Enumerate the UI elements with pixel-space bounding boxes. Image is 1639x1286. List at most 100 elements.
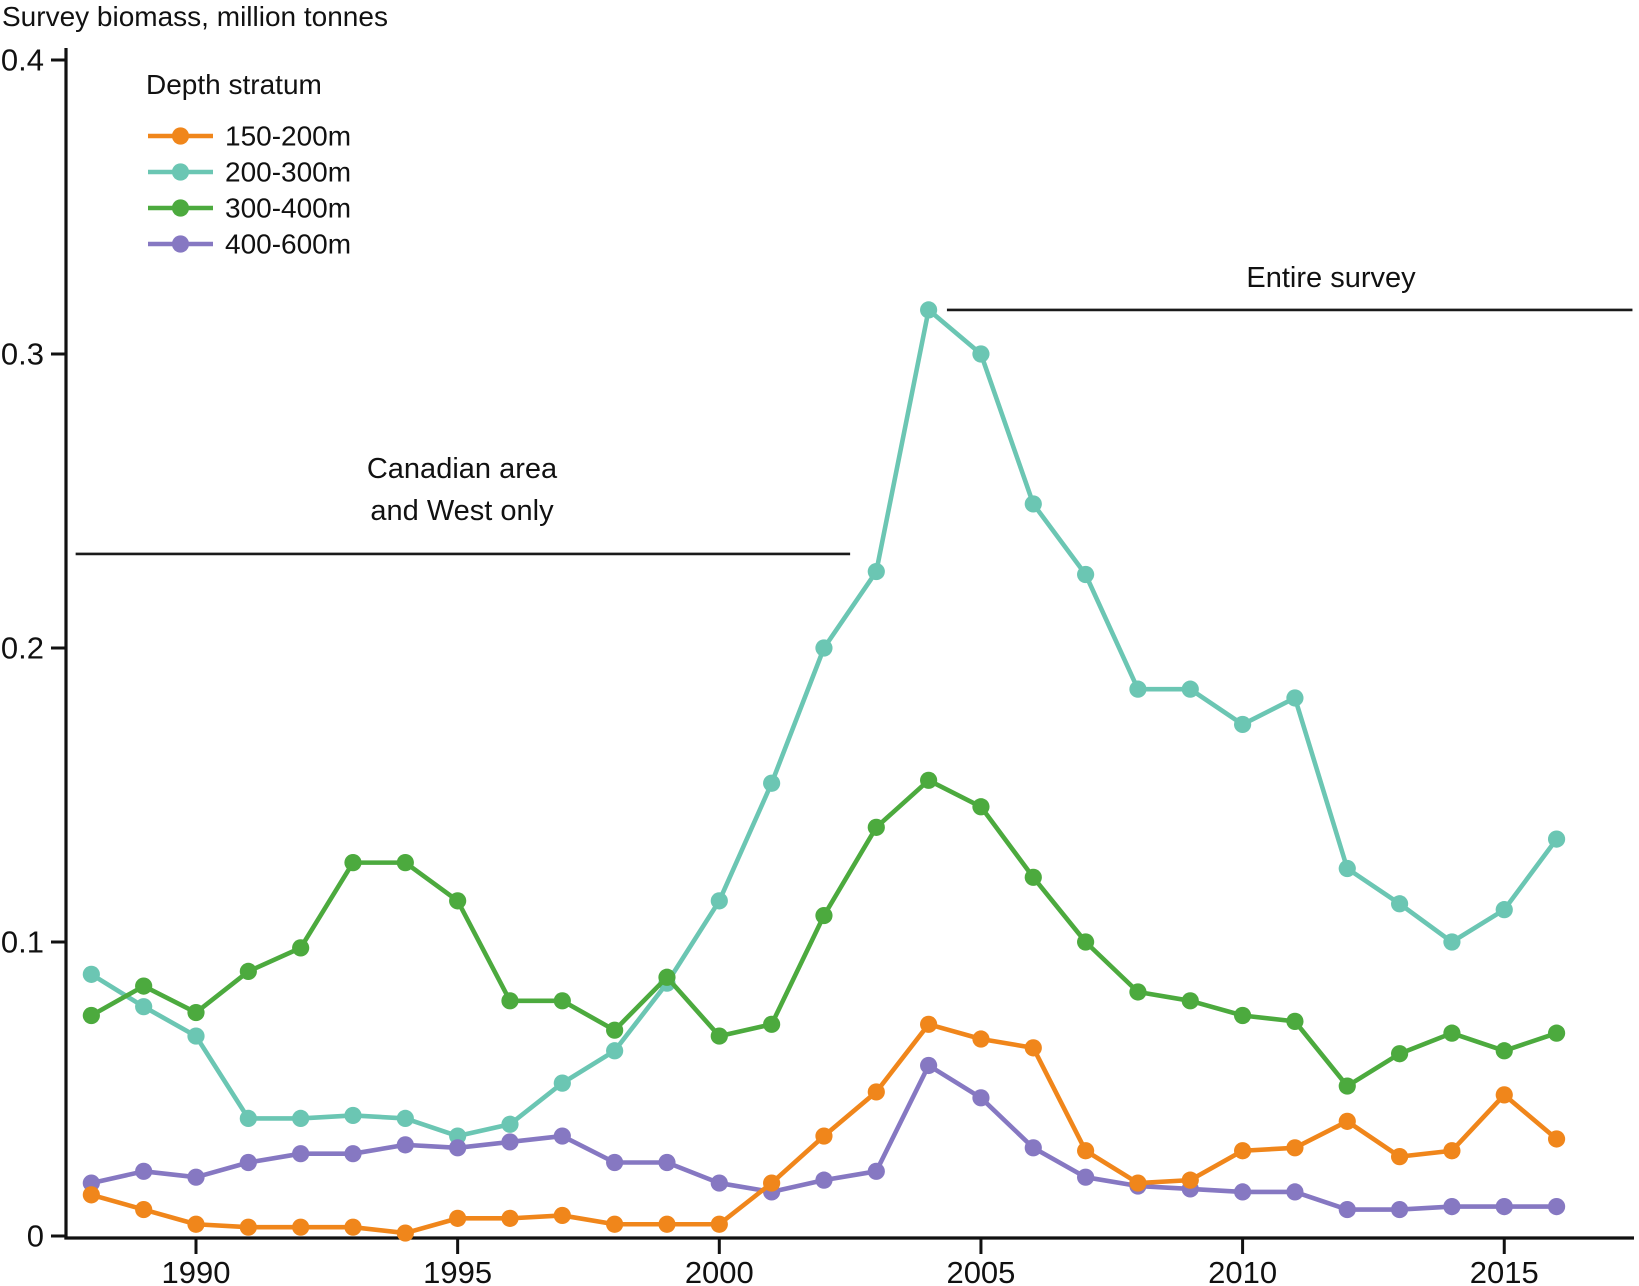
data-point-200-300m-2001 xyxy=(763,774,781,792)
data-point-400-600m-1992 xyxy=(292,1145,310,1163)
data-point-400-600m-2006 xyxy=(1024,1139,1042,1157)
data-point-300-400m-2006 xyxy=(1024,868,1042,886)
y-tick-label: 0 xyxy=(27,1219,44,1254)
data-point-200-300m-1988 xyxy=(82,965,100,983)
data-point-150-200m-2009 xyxy=(1181,1171,1199,1189)
data-point-400-600m-2007 xyxy=(1077,1168,1095,1186)
legend-item-label: 300-400m xyxy=(225,193,351,224)
chart-title: Survey biomass, million tonnes xyxy=(2,1,388,32)
y-tick-label: 0.1 xyxy=(1,925,44,960)
data-point-400-600m-2005 xyxy=(972,1089,990,1107)
data-point-300-400m-1999 xyxy=(658,968,676,986)
annotation-text-canadian: and West only xyxy=(370,495,554,527)
data-point-300-400m-2005 xyxy=(972,798,990,816)
data-point-300-400m-1989 xyxy=(135,977,153,995)
data-point-150-200m-1999 xyxy=(658,1215,676,1233)
data-point-300-400m-1995 xyxy=(449,892,467,910)
data-point-300-400m-1993 xyxy=(344,854,362,872)
data-point-150-200m-1992 xyxy=(292,1218,310,1236)
data-point-150-200m-1993 xyxy=(344,1218,362,1236)
legend-title: Depth stratum xyxy=(146,69,322,100)
data-point-200-300m-2011 xyxy=(1286,689,1304,707)
data-point-300-400m-2004 xyxy=(920,771,938,789)
data-point-200-300m-2002 xyxy=(815,639,833,657)
data-point-400-600m-1989 xyxy=(135,1162,153,1180)
data-point-300-400m-2007 xyxy=(1077,933,1095,951)
data-point-150-200m-1988 xyxy=(82,1186,100,1204)
data-point-150-200m-1996 xyxy=(501,1209,519,1227)
data-point-150-200m-2010 xyxy=(1234,1142,1252,1160)
data-point-400-600m-2003 xyxy=(867,1162,885,1180)
data-point-150-200m-1994 xyxy=(396,1224,414,1242)
data-point-300-400m-2015 xyxy=(1495,1042,1513,1060)
data-point-400-600m-1993 xyxy=(344,1145,362,1163)
y-tick-label: 0.3 xyxy=(1,337,44,372)
data-point-200-300m-2016 xyxy=(1547,830,1566,848)
data-point-200-300m-2014 xyxy=(1443,933,1461,951)
legend-swatch-dot-icon xyxy=(171,163,190,181)
series-line-300-400m xyxy=(89,777,1559,1089)
data-point-200-300m-2008 xyxy=(1129,680,1147,698)
x-tick-label: 2005 xyxy=(946,1255,1015,1286)
data-point-200-300m-2000 xyxy=(710,892,728,910)
data-point-200-300m-1993 xyxy=(344,1106,362,1125)
data-point-150-200m-2008 xyxy=(1129,1174,1147,1192)
legend-swatch-dot-icon xyxy=(171,127,190,145)
data-point-200-300m-2013 xyxy=(1390,895,1409,913)
data-point-400-600m-2010 xyxy=(1234,1183,1252,1201)
data-point-150-200m-1997 xyxy=(553,1206,571,1225)
data-point-300-400m-1998 xyxy=(606,1021,624,1039)
data-point-150-200m-1995 xyxy=(449,1209,467,1227)
data-point-200-300m-1998 xyxy=(606,1042,624,1060)
data-point-300-400m-2009 xyxy=(1181,992,1199,1010)
data-point-300-400m-1997 xyxy=(553,992,571,1010)
data-point-300-400m-2014 xyxy=(1443,1024,1461,1042)
data-point-200-300m-2004 xyxy=(920,301,938,319)
data-point-400-600m-1994 xyxy=(396,1136,414,1154)
data-point-400-600m-1995 xyxy=(449,1139,467,1157)
data-point-150-200m-2001 xyxy=(763,1174,781,1192)
data-point-400-600m-2014 xyxy=(1443,1198,1461,1216)
data-point-200-300m-1996 xyxy=(501,1115,519,1133)
data-point-150-200m-2003 xyxy=(867,1083,885,1101)
data-point-200-300m-2010 xyxy=(1234,715,1252,734)
data-point-300-400m-2003 xyxy=(867,818,885,836)
legend-item-label: 150-200m xyxy=(225,121,351,152)
data-point-150-200m-2012 xyxy=(1338,1112,1356,1130)
legend-swatch-dot-icon xyxy=(171,235,190,253)
data-point-400-600m-2016 xyxy=(1547,1198,1566,1216)
series-line-200-300m xyxy=(89,307,1559,1139)
data-point-200-300m-1997 xyxy=(553,1074,571,1092)
data-point-150-200m-2000 xyxy=(710,1215,728,1233)
data-point-300-400m-1988 xyxy=(82,1006,100,1025)
data-point-300-400m-2012 xyxy=(1338,1077,1356,1095)
data-point-200-300m-2003 xyxy=(867,562,885,581)
data-point-300-400m-2000 xyxy=(710,1027,728,1045)
x-tick-label: 1995 xyxy=(423,1255,492,1286)
legend-swatch-dot-icon xyxy=(171,199,190,217)
data-point-400-600m-1991 xyxy=(239,1153,257,1172)
y-tick-label: 0.2 xyxy=(1,631,44,666)
data-point-150-200m-2016 xyxy=(1547,1130,1566,1148)
annotation-text-entire: Entire survey xyxy=(1246,262,1416,294)
data-point-400-600m-2015 xyxy=(1495,1198,1513,1216)
data-point-300-400m-1996 xyxy=(501,992,519,1010)
data-point-150-200m-2014 xyxy=(1443,1142,1461,1160)
data-point-200-300m-1991 xyxy=(239,1109,257,1127)
data-point-400-600m-1997 xyxy=(553,1127,571,1145)
data-point-400-600m-1998 xyxy=(606,1153,624,1172)
legend-item-label: 400-600m xyxy=(225,229,351,260)
x-tick-label: 2010 xyxy=(1208,1255,1277,1286)
data-point-200-300m-2009 xyxy=(1181,680,1199,698)
data-point-400-600m-2013 xyxy=(1390,1200,1409,1219)
data-point-300-400m-2011 xyxy=(1286,1012,1304,1030)
data-point-200-300m-2006 xyxy=(1024,495,1042,513)
data-point-300-400m-2013 xyxy=(1390,1045,1409,1063)
data-point-150-200m-2011 xyxy=(1286,1139,1304,1157)
data-point-300-400m-2002 xyxy=(815,906,833,925)
data-point-300-400m-1992 xyxy=(292,939,310,957)
data-point-400-600m-1988 xyxy=(82,1174,100,1192)
data-point-200-300m-2007 xyxy=(1077,565,1095,584)
